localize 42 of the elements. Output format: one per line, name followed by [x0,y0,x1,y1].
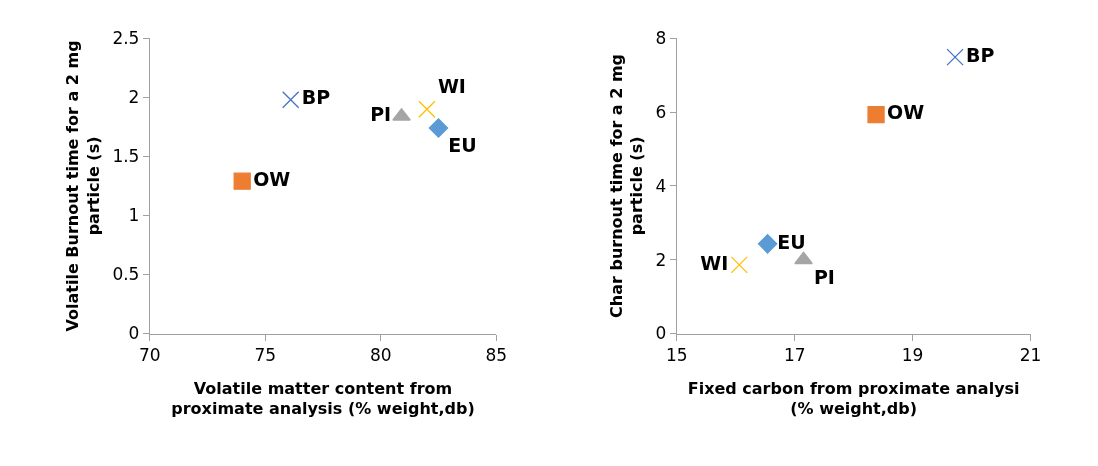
x-tick-label: 70 [139,344,161,365]
y-axis-title: Volatile Burnout time for a 2 mg particle (s) [63,40,104,332]
x-axis-title: Fixed carbon from proximate analysi (% weight,db) [687,378,1020,419]
point [794,251,813,265]
y-axis-title: Char burnout time for a 2 mg particle (s) [606,53,647,318]
x-tick-label: 15 [665,344,688,365]
series-label: EU [448,134,477,157]
point [946,48,964,66]
series-label: BP [301,86,331,109]
series-label: OW [253,167,291,190]
y-tick-label: 6 [655,102,667,123]
y-tick-label: 8 [655,28,667,49]
x-tick-label: 17 [783,344,806,365]
point [757,234,778,254]
x-tick-label: 75 [254,344,277,365]
point [867,106,885,124]
point [233,172,251,190]
series-label: WI [437,75,466,98]
point [418,100,436,118]
y-tick-label: 1.5 [112,146,140,167]
series-label: OW [887,101,925,124]
y-tick-label: 0 [655,323,667,344]
y-tick-label: 2 [655,249,667,270]
y-tick-label: 1 [128,205,140,226]
y-tick-label: 0.5 [112,264,140,285]
series-label: BP [966,43,995,66]
y-tick-label: 2.5 [112,28,140,49]
x-tick-label: 21 [1019,344,1042,365]
point [428,118,449,138]
point [730,256,748,274]
y-tick-label: 2 [128,87,140,108]
y-tick-label: 0 [128,323,140,344]
x-axis-title: Volatile matter content from proximate analysis (% weight,db) [171,378,475,419]
x-tick-label: 80 [369,344,392,365]
series-label: WI [700,251,729,274]
series-label: PI [813,266,835,289]
x-tick-label: 85 [485,344,508,365]
series-label: EU [777,230,806,253]
series-label: PI [370,103,392,126]
x-tick-label: 19 [901,344,924,365]
y-tick-label: 4 [655,175,667,196]
point [282,91,300,109]
